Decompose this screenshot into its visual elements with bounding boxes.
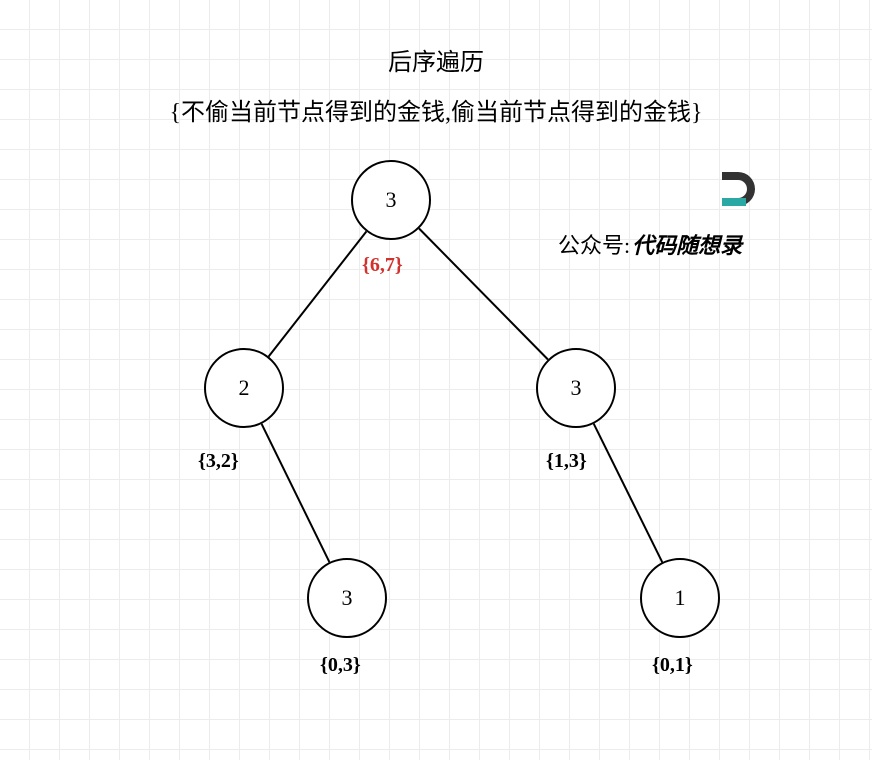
tree-node-rr: 1 bbox=[640, 558, 720, 638]
watermark-text: 公众号: 代码随想录 bbox=[558, 228, 742, 260]
node-value: 3 bbox=[386, 187, 397, 213]
diagram-canvas: 后序遍历 {不偷当前节点得到的金钱,偷当前节点得到的金钱} 3 2 3 3 1 … bbox=[0, 0, 872, 760]
diagram-title: 后序遍历 bbox=[0, 42, 872, 77]
watermark-prefix: 公众号: bbox=[558, 228, 630, 260]
dp-label-root: {6,7} bbox=[362, 254, 403, 277]
node-value: 1 bbox=[675, 585, 686, 611]
tree-node-l: 2 bbox=[204, 348, 284, 428]
dp-label-rr: {0,1} bbox=[652, 654, 693, 677]
diagram-subtitle: {不偷当前节点得到的金钱,偷当前节点得到的金钱} bbox=[0, 92, 872, 127]
tree-node-root: 3 bbox=[351, 160, 431, 240]
node-value: 3 bbox=[342, 585, 353, 611]
watermark-brand: 代码随想录 bbox=[632, 228, 742, 260]
tree-node-r: 3 bbox=[536, 348, 616, 428]
node-value: 2 bbox=[239, 375, 250, 401]
node-value: 3 bbox=[571, 375, 582, 401]
brand-logo-icon bbox=[716, 168, 758, 215]
dp-label-l: {3,2} bbox=[198, 450, 239, 473]
dp-label-lr: {0,3} bbox=[320, 654, 361, 677]
dp-label-r: {1,3} bbox=[546, 450, 587, 473]
tree-node-lr: 3 bbox=[307, 558, 387, 638]
